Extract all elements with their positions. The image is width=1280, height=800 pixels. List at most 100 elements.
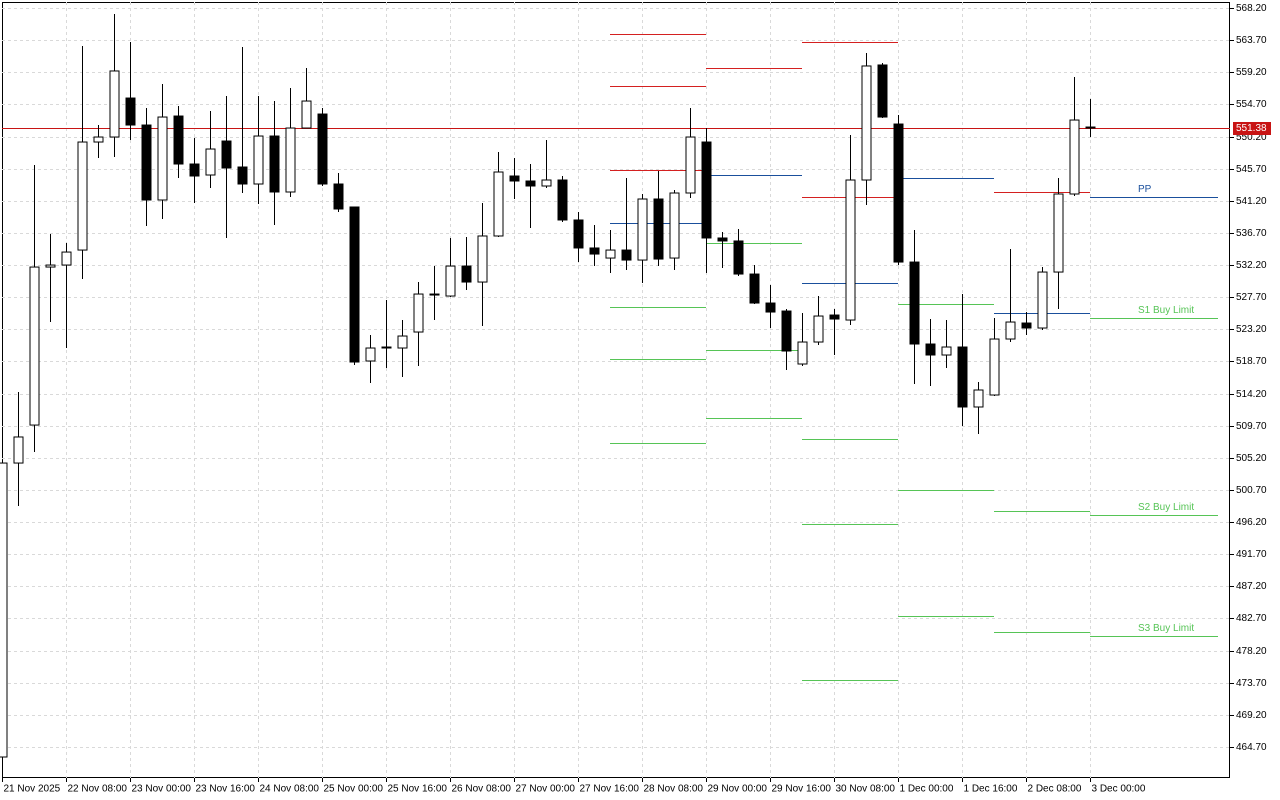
y-tick-label: 518.70 — [1236, 356, 1267, 367]
x-tick-label: 28 Nov 08:00 — [644, 784, 704, 795]
candle-body — [0, 462, 8, 758]
candle-body — [541, 179, 552, 187]
y-tick-label: 505.20 — [1236, 453, 1267, 464]
y-tick-label: 554.70 — [1236, 99, 1267, 110]
x-tick-label: 3 Dec 00:00 — [1092, 784, 1146, 795]
x-tick-label: 29 Nov 16:00 — [772, 784, 832, 795]
candle-body — [141, 124, 152, 201]
candle-body — [941, 346, 952, 356]
candle-body — [333, 183, 344, 210]
x-tick-label: 1 Dec 00:00 — [900, 784, 954, 795]
y-tick-label: 545.70 — [1236, 164, 1267, 175]
candle-body — [477, 235, 488, 283]
candle-body — [269, 135, 280, 193]
candle-body — [93, 136, 104, 143]
candle-body — [29, 266, 40, 426]
candle-body — [173, 115, 184, 165]
candle-body — [13, 436, 24, 464]
y-tick-label: 523.20 — [1236, 324, 1267, 335]
candle-body — [637, 198, 648, 261]
last-price-tag — [1233, 122, 1271, 135]
y-tick-label: 469.20 — [1236, 710, 1267, 721]
candle-body — [749, 273, 760, 304]
y-tick-label: 541.20 — [1236, 196, 1267, 207]
candle-body — [893, 123, 904, 263]
candle-body — [285, 127, 296, 193]
x-tick-label: 21 Nov 2025 — [4, 784, 61, 795]
pivot-label: PP — [1138, 184, 1152, 195]
candle-body — [605, 249, 616, 259]
y-tick-label: 532.20 — [1236, 260, 1267, 271]
candle-body — [717, 237, 728, 242]
pivot-label: S3 Buy Limit — [1138, 623, 1194, 634]
x-tick-label: 29 Nov 00:00 — [708, 784, 768, 795]
candle-body — [109, 70, 120, 138]
candle-body — [765, 302, 776, 313]
x-tick-label: 2 Dec 08:00 — [1028, 784, 1082, 795]
candle-body — [653, 198, 664, 260]
candle-body — [621, 249, 632, 261]
candle-body — [301, 100, 312, 129]
x-tick-label: 24 Nov 08:00 — [260, 784, 320, 795]
candle-body — [413, 293, 424, 333]
candle-body — [781, 310, 792, 352]
x-tick-label: 27 Nov 16:00 — [580, 784, 640, 795]
candle-body — [77, 141, 88, 251]
candle-body — [1037, 271, 1048, 329]
candle-body — [157, 116, 168, 201]
x-tick-label: 23 Nov 00:00 — [132, 784, 192, 795]
candle-body — [509, 175, 520, 182]
candle-body — [557, 179, 568, 221]
x-tick-label: 30 Nov 08:00 — [836, 784, 896, 795]
candle-body — [205, 148, 216, 176]
y-tick-label: 496.20 — [1236, 517, 1267, 528]
y-tick-label: 500.70 — [1236, 485, 1267, 496]
candle-body — [429, 293, 440, 296]
y-tick-label: 473.70 — [1236, 678, 1267, 689]
candle-body — [237, 166, 248, 185]
candle-body — [493, 171, 504, 237]
pivot-label: S2 Buy Limit — [1138, 502, 1194, 513]
candle-body — [45, 264, 56, 268]
candle-body — [1005, 321, 1016, 340]
x-tick-label: 25 Nov 00:00 — [324, 784, 384, 795]
y-tick-label: 568.20 — [1236, 3, 1267, 14]
x-tick-label: 23 Nov 16:00 — [196, 784, 256, 795]
x-tick-label: 1 Dec 16:00 — [964, 784, 1018, 795]
candle-body — [365, 347, 376, 362]
candle-body — [461, 265, 472, 283]
candle-body — [989, 338, 1000, 396]
candle-body — [1085, 126, 1096, 129]
candle-body — [397, 335, 408, 349]
x-tick-label: 22 Nov 08:00 — [68, 784, 128, 795]
y-tick-label: 536.70 — [1236, 228, 1267, 239]
candle-body — [861, 65, 872, 181]
candle-body — [349, 206, 360, 363]
candle-body — [525, 180, 536, 187]
candle-body — [189, 163, 200, 177]
last-price-label: 551.38 — [1236, 123, 1267, 134]
candle-body — [445, 265, 456, 297]
candle-body — [685, 136, 696, 194]
plot-frame — [2, 2, 1230, 778]
candle-body — [909, 261, 920, 345]
y-tick-label: 482.70 — [1236, 613, 1267, 624]
candle-body — [253, 135, 264, 185]
candle-body — [957, 346, 968, 408]
x-tick-label: 26 Nov 08:00 — [452, 784, 512, 795]
candles — [0, 13, 1096, 758]
candle-body — [1069, 119, 1080, 195]
axes: 568.20 563.70 559.20 554.70 550.20 545.70 541.… — [2, 3, 1271, 795]
candle-body — [925, 343, 936, 356]
grid — [2, 2, 1230, 778]
candle-body — [381, 346, 392, 349]
candle-body — [1053, 193, 1064, 273]
candle-body — [317, 113, 328, 185]
y-tick-label: 550.20 — [1236, 132, 1267, 143]
candle-body — [573, 219, 584, 249]
y-tick-label: 559.20 — [1236, 67, 1267, 78]
candle-body — [61, 251, 72, 266]
y-tick-label: 563.70 — [1236, 35, 1267, 46]
